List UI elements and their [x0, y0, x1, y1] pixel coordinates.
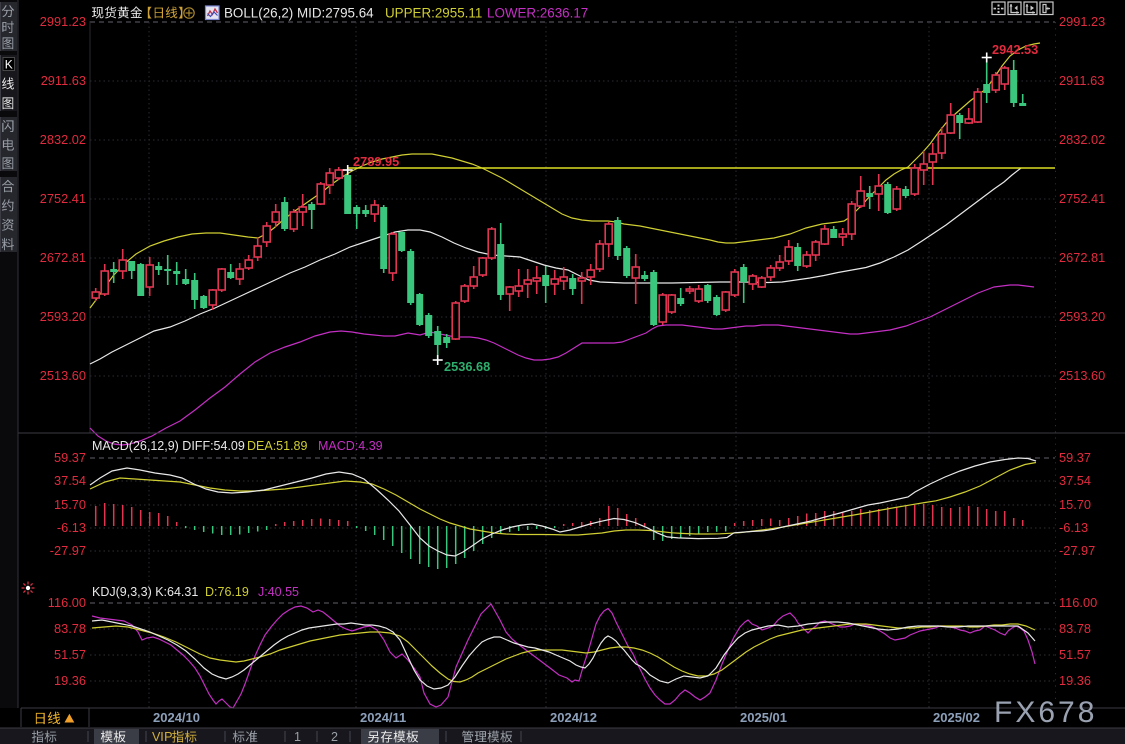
- svg-text:2: 2: [331, 730, 338, 744]
- svg-text:2752.41: 2752.41: [40, 191, 86, 206]
- svg-text:UPPER:2955.11: UPPER:2955.11: [385, 6, 482, 21]
- svg-text:59.37: 59.37: [1059, 450, 1091, 465]
- svg-text:2593.20: 2593.20: [40, 309, 86, 324]
- svg-text:P: P: [164, 730, 172, 744]
- svg-text:83.78: 83.78: [1059, 621, 1091, 636]
- svg-text:2832.02: 2832.02: [1059, 132, 1105, 147]
- svg-text:DEA:51.89: DEA:51.89: [247, 439, 308, 453]
- svg-text:51.57: 51.57: [1059, 647, 1091, 662]
- svg-text:2672.81: 2672.81: [40, 250, 86, 265]
- svg-text:2911.63: 2911.63: [1059, 73, 1104, 88]
- svg-text:I: I: [160, 730, 164, 744]
- svg-text:MACD:4.39: MACD:4.39: [318, 439, 383, 453]
- svg-text:2752.41: 2752.41: [1059, 191, 1105, 206]
- svg-text:2024/12: 2024/12: [550, 710, 597, 725]
- svg-text:2789.95: 2789.95: [353, 154, 399, 169]
- svg-text:-27.97: -27.97: [1059, 543, 1095, 558]
- svg-text:59.37: 59.37: [54, 450, 86, 465]
- svg-text:LOWER:2636.17: LOWER:2636.17: [487, 6, 588, 21]
- svg-text:2991.23: 2991.23: [1059, 14, 1105, 29]
- svg-text:2025/01: 2025/01: [740, 710, 787, 725]
- svg-text:2832.02: 2832.02: [40, 132, 86, 147]
- svg-text:MACD(26,12,9) DIFF:54.09: MACD(26,12,9) DIFF:54.09: [92, 439, 245, 453]
- svg-text:2025/02: 2025/02: [933, 710, 980, 725]
- svg-text:2942.53: 2942.53: [992, 42, 1038, 57]
- svg-text:15.70: 15.70: [54, 497, 86, 512]
- svg-text:J:40.55: J:40.55: [258, 585, 299, 599]
- svg-text:-6.13: -6.13: [1059, 520, 1088, 535]
- svg-text:2991.23: 2991.23: [40, 14, 86, 29]
- svg-text:51.57: 51.57: [54, 647, 86, 662]
- svg-text:2024/11: 2024/11: [360, 710, 406, 725]
- svg-text:116.00: 116.00: [1059, 595, 1097, 610]
- svg-text:V: V: [152, 730, 161, 744]
- svg-text:K: K: [5, 58, 13, 72]
- svg-text:2672.81: 2672.81: [1059, 250, 1105, 265]
- svg-text:19.36: 19.36: [54, 673, 86, 688]
- svg-text:D:76.19: D:76.19: [205, 585, 249, 599]
- svg-text:-6.13: -6.13: [57, 520, 86, 535]
- svg-text:2513.60: 2513.60: [40, 368, 86, 383]
- svg-text:2024/10: 2024/10: [153, 710, 200, 725]
- svg-text:2911.63: 2911.63: [41, 73, 86, 88]
- svg-text:2536.68: 2536.68: [444, 359, 490, 374]
- svg-text:-27.97: -27.97: [50, 543, 86, 558]
- svg-text:2593.20: 2593.20: [1059, 309, 1105, 324]
- svg-text:BOLL(26,2) MID:2795.64: BOLL(26,2) MID:2795.64: [224, 6, 374, 21]
- svg-text:2513.60: 2513.60: [1059, 368, 1105, 383]
- svg-text:15.70: 15.70: [1059, 497, 1091, 512]
- svg-text:1: 1: [294, 730, 301, 744]
- svg-text:83.78: 83.78: [54, 621, 86, 636]
- svg-text:KDJ(9,3,3) K:64.31: KDJ(9,3,3) K:64.31: [92, 585, 198, 599]
- svg-text:FX678: FX678: [994, 696, 1097, 729]
- svg-text:37.54: 37.54: [54, 473, 86, 488]
- svg-text:116.00: 116.00: [48, 595, 86, 610]
- svg-text:37.54: 37.54: [1059, 473, 1091, 488]
- svg-text:19.36: 19.36: [1059, 673, 1091, 688]
